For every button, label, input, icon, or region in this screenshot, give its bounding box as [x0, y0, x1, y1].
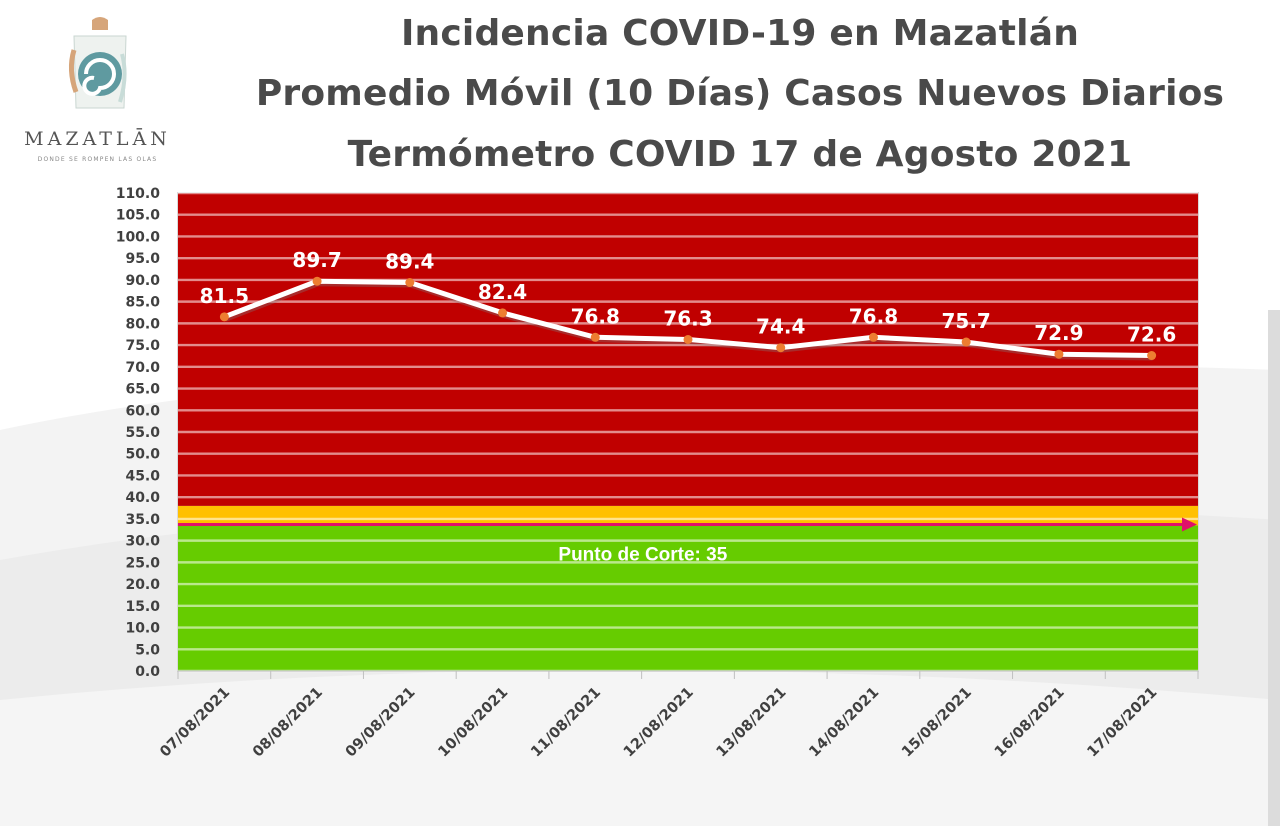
x-tick-label: 12/08/2021 [621, 685, 697, 761]
data-point [683, 334, 693, 344]
y-tick-label: 70.0 [125, 360, 160, 376]
data-point [590, 332, 600, 342]
data-point [868, 332, 878, 342]
data-point [498, 308, 508, 318]
y-tick-label: 55.0 [125, 425, 160, 441]
y-tick-label: 30.0 [125, 534, 160, 550]
shell-logo-icon [68, 17, 127, 109]
data-label: 89.4 [385, 250, 434, 274]
y-tick-label: 50.0 [125, 447, 160, 463]
data-label: 76.8 [571, 304, 620, 328]
data-point [405, 278, 415, 288]
y-tick-label: 5.0 [135, 642, 160, 658]
y-tick-label: 10.0 [125, 621, 160, 637]
cutoff-arrow-icon [1182, 517, 1197, 532]
x-tick-label: 16/08/2021 [992, 685, 1068, 761]
y-tick-label: 20.0 [125, 577, 160, 593]
y-tick-label: 35.0 [125, 512, 160, 528]
y-tick-label: 65.0 [125, 382, 160, 398]
x-tick-label: 09/08/2021 [343, 685, 419, 761]
x-tick-label: 08/08/2021 [250, 685, 326, 761]
y-tick-label: 75.0 [125, 338, 160, 354]
zone-band [178, 505, 1198, 526]
y-tick-label: 25.0 [125, 555, 160, 571]
data-label: 76.8 [849, 304, 898, 328]
x-tick-label: 10/08/2021 [435, 685, 511, 761]
x-tick-label: 17/08/2021 [1085, 685, 1161, 761]
x-tick-label: 07/08/2021 [157, 685, 233, 761]
x-tick-label: 11/08/2021 [528, 685, 604, 761]
y-tick-label: 45.0 [125, 468, 160, 484]
data-label: 89.7 [292, 248, 341, 272]
y-tick-label: 15.0 [125, 599, 160, 615]
data-label: 82.4 [478, 280, 527, 304]
x-tick-label: 13/08/2021 [714, 685, 790, 761]
data-point [776, 343, 786, 353]
zone-band [178, 193, 1198, 506]
x-tick-label: 15/08/2021 [899, 685, 975, 761]
cutoff-label: Punto de Corte: 35 [558, 545, 727, 566]
chart-title-line-1: Incidencia COVID-19 en Mazatlán [400, 13, 1080, 54]
logo-name: MAZATLĀN [24, 128, 171, 150]
y-tick-label: 40.0 [125, 490, 160, 506]
y-tick-label: 85.0 [125, 295, 160, 311]
y-tick-label: 110.0 [116, 186, 161, 202]
data-point [219, 312, 229, 322]
logo-tagline: DONDE SE ROMPEN LAS OLAS [37, 156, 158, 163]
mazatlan-logo: MAZATLĀN DONDE SE ROMPEN LAS OLAS [10, 10, 185, 170]
data-label: 72.9 [1034, 321, 1083, 345]
data-label: 72.6 [1127, 323, 1176, 347]
y-tick-label: 0.0 [135, 664, 160, 680]
data-label: 76.3 [663, 306, 712, 330]
x-tick-label: 14/08/2021 [806, 685, 882, 761]
y-tick-label: 80.0 [125, 316, 160, 332]
data-label: 74.4 [756, 315, 805, 339]
data-point [312, 276, 322, 286]
chart-title-line-2: Promedio Móvil (10 Días) Casos Nuevos Di… [255, 73, 1225, 114]
y-tick-label: 105.0 [116, 208, 161, 224]
data-label: 81.5 [200, 284, 249, 308]
data-label: 75.7 [942, 309, 991, 333]
chart-title-line-3: Termómetro COVID 17 de Agosto 2021 [347, 134, 1133, 175]
y-tick-label: 60.0 [125, 403, 160, 419]
y-tick-label: 90.0 [125, 273, 160, 289]
data-point [961, 337, 971, 347]
y-tick-label: 95.0 [125, 251, 160, 267]
y-tick-label: 100.0 [116, 229, 161, 245]
data-point [1054, 349, 1064, 359]
data-point [1147, 351, 1157, 361]
zone-band [178, 525, 1198, 671]
